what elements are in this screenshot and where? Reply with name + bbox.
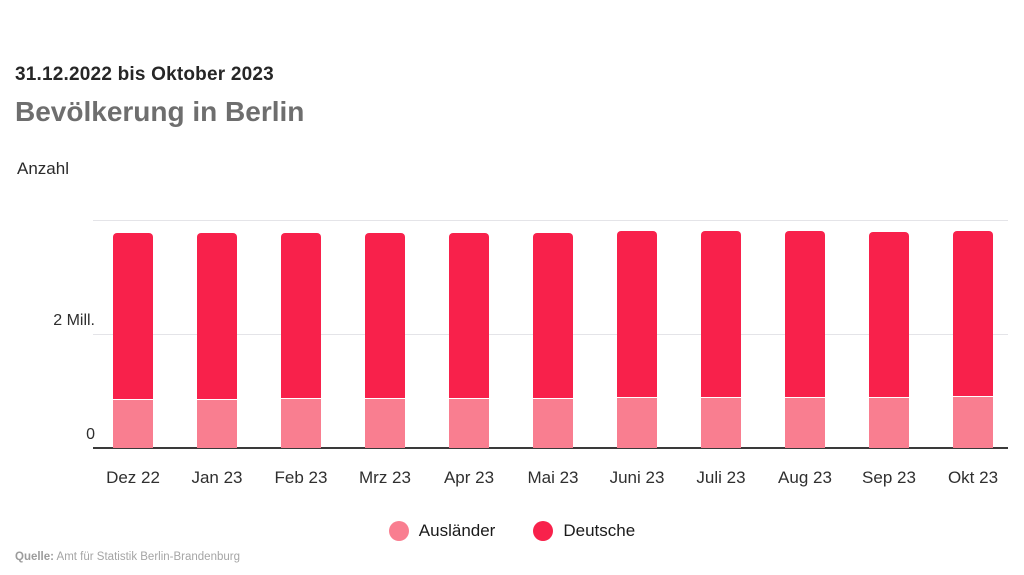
legend-color-dot-auslander: [388, 521, 409, 541]
x-tick-label-mrz-23: Mrz 23: [359, 468, 411, 487]
plot-area: 0 2 Mill.: [0, 205, 1024, 449]
bar-segment-auslaender: [617, 398, 657, 448]
x-tick-label-jan-23: Jan 23: [191, 468, 243, 487]
bar-segment-auslaender: [953, 397, 993, 448]
x-tick-label-mai-23: Mai 23: [527, 468, 579, 487]
bar-group-feb-23: [281, 233, 321, 448]
legend-color-dot-deutsche: [533, 521, 554, 541]
legend-label-deutsche: Deutsche: [563, 521, 636, 540]
bar-group-apr-23: [449, 233, 489, 448]
legend: Ausländer Deutsche: [0, 521, 1024, 541]
bar-segment-deutsche: [533, 233, 573, 398]
x-axis-labels: Dez 22 Jan 23 Feb 23 Mrz 23 Apr 23 Mai 23 Juni…: [0, 468, 1024, 492]
bar-segment-deutsche: [953, 231, 993, 396]
x-tick-label-okt-23: Okt 23: [947, 468, 999, 487]
bar-segment-auslaender: [449, 399, 489, 448]
bar-segment-deutsche: [281, 233, 321, 398]
x-tick-label-dez-22: Dez 22: [106, 468, 160, 487]
date-range-subtitle: 31.12.2022 bis Oktober 2023: [15, 64, 274, 85]
bar-segment-auslaender: [197, 400, 237, 448]
segment-divider: [449, 398, 489, 399]
bar-segment-deutsche: [869, 232, 909, 397]
bar-group-juni-23: [617, 231, 657, 448]
bar-segment-deutsche: [449, 233, 489, 398]
segment-divider: [869, 397, 909, 398]
legend-item-auslander: Ausländer: [388, 521, 496, 541]
bar-segment-auslaender: [365, 399, 405, 448]
x-tick-label-aug-23: Aug 23: [778, 468, 832, 487]
legend-label-auslander: Ausländer: [418, 521, 496, 540]
gridline-4-mill: [93, 220, 1008, 221]
bar-segment-auslaender: [113, 400, 153, 448]
y-tick-label: 0: [86, 426, 95, 443]
segment-divider: [701, 397, 741, 398]
bar-group-sep-23: [869, 232, 909, 448]
bar-group-juli-23: [701, 231, 741, 448]
segment-divider: [953, 396, 993, 397]
chart-title: Bevölkerung in Berlin: [15, 96, 305, 127]
x-tick-label-feb-23: Feb 23: [274, 468, 328, 487]
x-axis-line: [93, 447, 1008, 449]
source-text: Amt für Statistik Berlin-Brandenburg: [56, 551, 240, 563]
bar-segment-auslaender: [701, 398, 741, 448]
legend-item-deutsche: Deutsche: [533, 521, 635, 541]
x-tick-label-sep-23: Sep 23: [862, 468, 916, 487]
bar-group-aug-23: [785, 231, 825, 448]
y-axis-title: Anzahl: [17, 159, 69, 178]
bar-segment-deutsche: [113, 233, 153, 399]
bar-group-okt-23: [953, 231, 993, 448]
source-label: Quelle:: [15, 551, 54, 563]
segment-divider: [533, 398, 573, 399]
y-tick-label: 2 Mill.: [53, 312, 95, 329]
bar-segment-deutsche: [617, 231, 657, 397]
bar-segment-deutsche: [785, 231, 825, 397]
x-tick-label-juni-23: Juni 23: [609, 468, 665, 487]
bar-segment-deutsche: [197, 233, 237, 399]
bar-segment-deutsche: [701, 231, 741, 397]
bar-group-mai-23: [533, 233, 573, 448]
segment-divider: [281, 398, 321, 399]
segment-divider: [197, 399, 237, 400]
source-note: Quelle: Amt für Statistik Berlin-Branden…: [15, 551, 240, 563]
x-tick-label-apr-23: Apr 23: [443, 468, 495, 487]
bar-segment-auslaender: [533, 399, 573, 448]
bar-segment-auslaender: [785, 398, 825, 448]
segment-divider: [113, 399, 153, 400]
segment-divider: [785, 397, 825, 398]
segment-divider: [617, 397, 657, 398]
segment-divider: [365, 398, 405, 399]
x-tick-label-juli-23: Juli 23: [696, 468, 746, 487]
bar-segment-deutsche: [365, 233, 405, 398]
bar-group-dez-22: [113, 233, 153, 448]
bar-group-jan-23: [197, 233, 237, 448]
bar-group-mrz-23: [365, 233, 405, 448]
bar-segment-auslaender: [281, 399, 321, 448]
bar-segment-auslaender: [869, 398, 909, 448]
